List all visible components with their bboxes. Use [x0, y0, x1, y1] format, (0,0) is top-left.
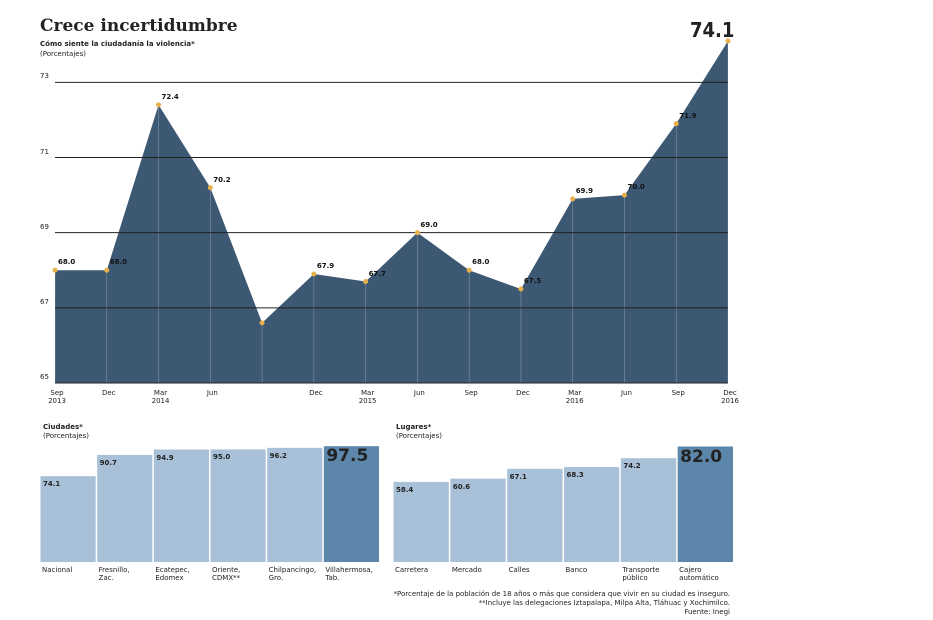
footnote: **Incluye las delegaciones Iztapalapa, M… — [478, 599, 730, 607]
value-label: 67.1 — [509, 472, 527, 481]
x-tick-label: Mar 2016 — [565, 389, 584, 405]
point — [363, 279, 369, 285]
value-label: 67.5 — [523, 277, 542, 286]
x-tick-label: Sep — [464, 389, 478, 397]
x-tick-label: Dec — [309, 389, 323, 397]
value-label: 69.0 — [420, 220, 438, 229]
chart-title: Ciudades* — [43, 423, 83, 431]
x-tick-label: Dec 2016 — [721, 389, 739, 405]
point — [673, 121, 679, 127]
footnote: *Porcentaje de la población de 18 años o… — [393, 590, 730, 598]
value-label: 67.7 — [368, 269, 386, 278]
y-tick-label: 73 — [40, 72, 49, 81]
value-label: 94.9 — [156, 453, 174, 462]
x-tick-label: Fresnillo, Zac. — [98, 566, 130, 582]
chart-note: (Porcentajes) — [40, 50, 86, 58]
x-tick-label: Calles — [508, 566, 530, 574]
y-tick-label: 71 — [40, 147, 49, 156]
footnote: Fuente: Inegi — [684, 608, 730, 616]
value-label: 71.9 — [679, 111, 697, 120]
bar — [507, 468, 563, 562]
bar — [97, 454, 153, 562]
chart-subtitle: Cómo siente la ciudadanía la violencia* — [40, 40, 195, 48]
x-tick-label: Mercado — [451, 566, 482, 574]
bar — [210, 449, 266, 562]
value-label: 90.7 — [99, 458, 117, 467]
value-label: 82.0 — [680, 446, 723, 467]
bar — [677, 446, 733, 562]
x-tick-label: Transporte público — [622, 566, 660, 582]
area — [55, 41, 728, 383]
point — [156, 102, 162, 108]
value-label: 68.0 — [472, 258, 490, 267]
point — [518, 286, 524, 292]
x-tick-label: Jun — [413, 389, 425, 397]
point — [104, 267, 110, 273]
x-tick-label: Cajero automático — [679, 566, 719, 582]
chart-subtitle: (Porcentajes) — [396, 432, 442, 440]
value-label: 68.3 — [566, 471, 584, 480]
point — [621, 192, 627, 198]
x-tick-label: Mar 2014 — [151, 389, 170, 405]
x-tick-label: Oriente, CDMX** — [212, 566, 241, 582]
bar — [564, 467, 620, 562]
y-tick-label: 65 — [40, 373, 49, 381]
value-label: 96.2 — [269, 451, 287, 460]
point — [52, 267, 58, 273]
value-label: 70.0 — [627, 183, 645, 192]
x-tick-label: Dec — [516, 389, 530, 397]
value-label: 95.0 — [213, 453, 231, 462]
value-label: 68.0 — [109, 258, 128, 267]
x-tick-label: Dec — [101, 389, 116, 397]
point — [466, 267, 472, 273]
x-tick-label: Mar 2015 — [358, 389, 377, 405]
x-tick-label: Sep 2013 — [48, 389, 66, 405]
chart-subtitle: (Porcentajes) — [43, 432, 89, 440]
value-label: 74.1 — [43, 480, 61, 489]
value-label: 58.4 — [396, 485, 414, 494]
chart-title: Lugares* — [396, 423, 432, 431]
value-label: 97.5 — [326, 446, 369, 467]
chart-title: Crece incertidumbre — [40, 16, 238, 36]
bar — [323, 446, 379, 562]
value-label: 67.9 — [316, 262, 335, 270]
x-tick-label: Ecatepec, Edomex — [155, 566, 190, 582]
value-label: 60.6 — [452, 482, 471, 491]
value-label: 70.2 — [213, 175, 231, 184]
x-tick-label: Sep — [671, 389, 685, 397]
y-tick-label: 67 — [40, 297, 49, 306]
x-tick-label: Jun — [206, 389, 218, 397]
point — [207, 185, 213, 191]
point — [259, 320, 265, 326]
x-tick-label: Banco — [565, 566, 588, 574]
value-label: 72.4 — [161, 92, 179, 101]
bar — [267, 447, 323, 562]
bar — [153, 449, 209, 562]
point — [570, 196, 576, 202]
x-tick-label: Jun — [620, 389, 632, 397]
bar — [450, 478, 506, 562]
bar — [40, 476, 96, 562]
x-tick-label: Chilpancingo, Gro. — [268, 566, 317, 582]
point — [311, 271, 317, 277]
value-label: 74.2 — [623, 462, 641, 471]
value-label: 68.0 — [58, 258, 76, 267]
bar — [393, 481, 449, 562]
x-tick-label: Villahermosa, Tab. — [325, 566, 373, 582]
point — [414, 230, 420, 236]
x-tick-label: Nacional — [42, 566, 73, 574]
value-label: 74.1 — [690, 18, 735, 42]
x-tick-label: Carretera — [395, 566, 429, 574]
value-label: 69.9 — [575, 186, 593, 195]
bar — [620, 458, 677, 562]
point — [725, 38, 731, 44]
y-tick-label: 69 — [40, 222, 49, 231]
